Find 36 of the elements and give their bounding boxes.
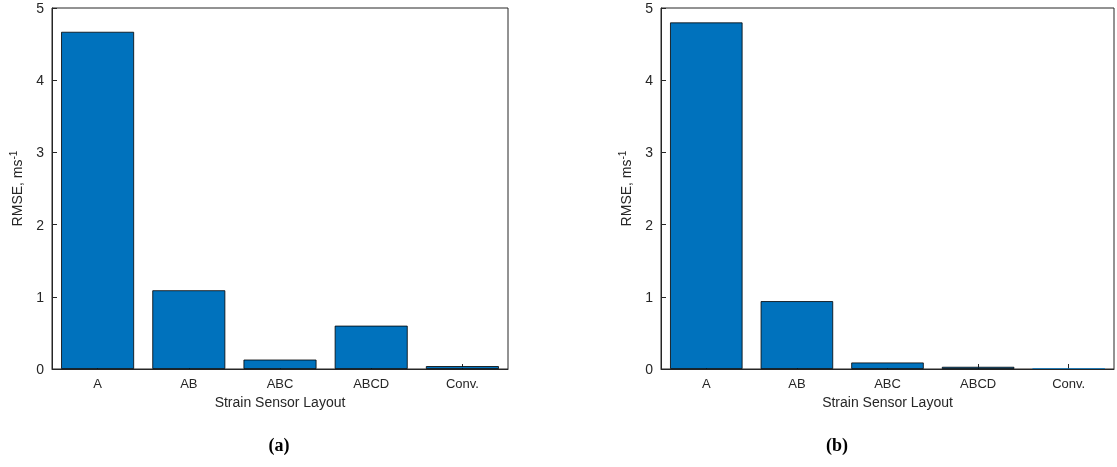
y-tick-label: 1 — [645, 288, 654, 305]
y-tick-label: 0 — [645, 361, 654, 377]
y-tick-label: 0 — [36, 361, 45, 377]
x-axis-title: Strain Sensor Layout — [822, 393, 953, 410]
x-tick-label: ABCD — [353, 376, 390, 391]
y-tick-label: 1 — [36, 288, 45, 305]
y-tick-label: 2 — [36, 216, 45, 233]
text: (a) — [268, 435, 290, 456]
x-tick-label: ABC — [266, 376, 294, 391]
bar — [334, 325, 408, 369]
bar — [760, 301, 834, 369]
y-tick-label: 5 — [36, 0, 45, 16]
bar — [425, 366, 499, 369]
bar — [670, 22, 743, 369]
x-tick-label: A — [93, 376, 103, 391]
text: (b) — [826, 435, 848, 456]
y-tick-label: 2 — [645, 216, 654, 233]
y-axis-title: RMSE, ms-1 — [616, 150, 634, 227]
bar — [243, 359, 317, 369]
y-tick-label: 5 — [645, 0, 654, 16]
y-axis-title: RMSE, ms-1 — [7, 150, 25, 227]
x-tick-label: ABC — [874, 376, 901, 391]
x-tick-label: AB — [180, 376, 198, 391]
y-tick-label: 3 — [645, 144, 654, 161]
y-tick-label: 3 — [36, 144, 45, 161]
bar — [851, 362, 924, 369]
x-axis-title: Strain Sensor Layout — [214, 393, 346, 410]
y-tick-label: 4 — [645, 72, 654, 89]
x-tick-label: A — [701, 376, 711, 391]
x-tick-label: ABCD — [960, 376, 997, 391]
bar — [61, 31, 135, 369]
x-tick-label: AB — [788, 376, 806, 391]
y-tick-label: 4 — [36, 72, 45, 89]
x-tick-label: Conv. — [445, 376, 479, 391]
x-tick-label: Conv. — [1052, 376, 1086, 391]
bar — [152, 290, 226, 369]
